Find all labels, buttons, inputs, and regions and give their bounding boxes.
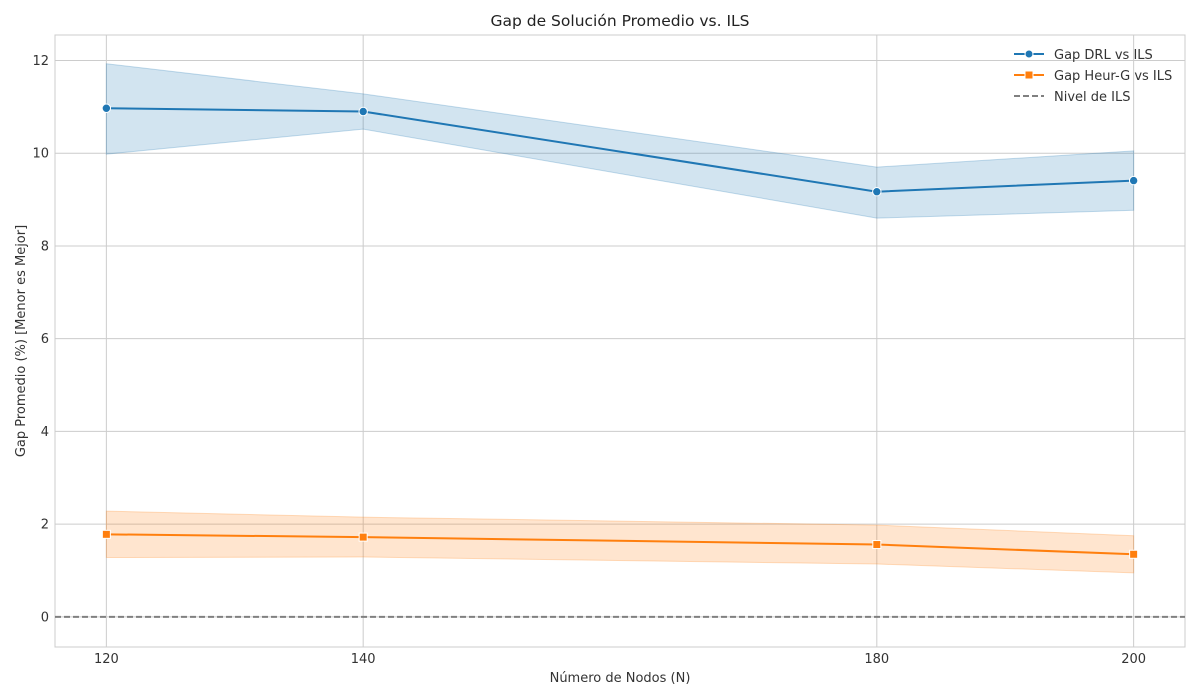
- y-tick-labels: 0 2 4 6 8 10 12: [32, 54, 49, 625]
- series-lines: [106, 107, 1134, 556]
- y-tick-label-8: 8: [41, 239, 49, 254]
- x-axis-title: Número de Nodos (N): [550, 671, 691, 686]
- y-tick-label-0: 0: [41, 610, 49, 625]
- legend-item-ils: Nivel de ILS: [1014, 90, 1130, 105]
- series-line-0: [106, 107, 1134, 193]
- data-point-1-1: [358, 532, 368, 542]
- x-tick-label-200: 200: [1121, 652, 1146, 667]
- legend-label-ils: Nivel de ILS: [1054, 90, 1130, 105]
- y-tick-label-12: 12: [32, 54, 49, 69]
- x-tick-labels: 120 140 180 200: [94, 652, 1146, 667]
- y-tick-label-6: 6: [41, 332, 49, 347]
- confidence-band-1: [105, 510, 1135, 574]
- legend-label-heur: Gap Heur-G vs ILS: [1054, 69, 1172, 84]
- legend-label-drl: Gap DRL vs ILS: [1054, 48, 1153, 63]
- series-markers: [101, 103, 1139, 559]
- legend-item-heur: Gap Heur-G vs ILS: [1014, 69, 1172, 84]
- legend: Gap DRL vs ILS Gap Heur-G vs ILS Nivel d…: [1014, 48, 1172, 105]
- chart-title: Gap de Solución Promedio vs. ILS: [490, 12, 749, 30]
- data-point-0-2: [872, 187, 882, 197]
- y-tick-label-4: 4: [41, 425, 49, 440]
- x-tick-label-140: 140: [351, 652, 376, 667]
- x-tick-label-120: 120: [94, 652, 119, 667]
- legend-circle-marker-icon: [1024, 49, 1034, 59]
- y-tick-label-2: 2: [41, 518, 49, 533]
- series-line-1: [106, 533, 1134, 556]
- data-point-0-1: [358, 106, 368, 117]
- data-point-0-0: [101, 103, 112, 113]
- x-tick-label-180: 180: [864, 652, 889, 667]
- data-point-1-2: [872, 540, 882, 550]
- plot-area: [54, 34, 1186, 648]
- data-point-1-0: [101, 529, 111, 539]
- y-tick-label-10: 10: [32, 147, 49, 162]
- data-point-1-3: [1129, 549, 1139, 559]
- legend-item-drl: Gap DRL vs ILS: [1014, 48, 1153, 63]
- data-point-0-3: [1128, 175, 1139, 186]
- confidence-band-0: [105, 63, 1135, 219]
- legend-square-marker-icon: [1024, 70, 1034, 80]
- confidence-bands: [105, 63, 1135, 574]
- y-axis-title: Gap Promedio (%) [Menor es Mejor]: [14, 225, 29, 457]
